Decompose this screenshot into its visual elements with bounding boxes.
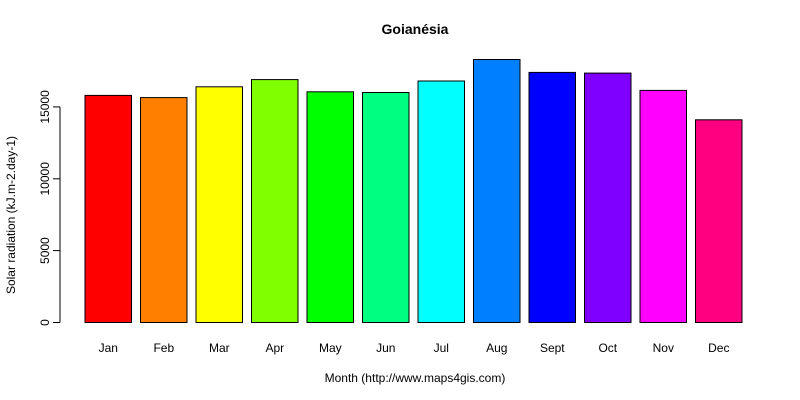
x-tick-label-jun: Jun	[376, 341, 395, 355]
x-tick-label-sept: Sept	[540, 341, 565, 355]
x-tick-label-may: May	[319, 341, 342, 355]
bar-may	[306, 91, 354, 323]
bar-jan	[84, 94, 132, 324]
bar-jun	[362, 92, 410, 323]
x-tick-label-nov: Nov	[653, 341, 674, 355]
x-tick-label-feb: Feb	[153, 341, 174, 355]
bar-aug	[473, 59, 521, 323]
x-tick-label-jan: Jan	[99, 341, 118, 355]
x-axis-title: Month (http://www.maps4gis.com)	[325, 371, 506, 385]
bar-mar	[195, 86, 243, 323]
y-tick-label-15000: 15000	[38, 90, 52, 124]
bar-jul	[417, 80, 465, 323]
bar-oct	[584, 72, 632, 323]
bar-sept	[528, 71, 576, 324]
x-tick-label-apr: Apr	[265, 341, 284, 355]
x-tick-label-oct: Oct	[598, 341, 617, 355]
bar-feb	[140, 97, 188, 323]
bar-dec	[695, 119, 743, 323]
y-tick-label-0: 0	[38, 319, 52, 326]
bar-apr	[251, 79, 299, 323]
y-axis-title: Solar radiation (kJ.m-2.day-1)	[4, 136, 18, 294]
y-axis: 0 5000 10000 15000	[38, 90, 61, 326]
y-tick-label-5000: 5000	[38, 237, 52, 264]
bar-nov	[639, 89, 687, 324]
x-tick-label-dec: Dec	[708, 341, 729, 355]
x-tick-label-aug: Aug	[486, 341, 507, 355]
bars-group	[84, 59, 743, 324]
x-tick-label-jul: Jul	[434, 341, 449, 355]
chart-title: Goianésia	[382, 21, 449, 37]
x-tick-label-mar: Mar	[209, 341, 230, 355]
y-tick-label-10000: 10000	[38, 162, 52, 196]
x-axis-labels: Jan Feb Mar Apr May Jun Jul Aug Sept Oct Nov Dec	[99, 341, 730, 355]
